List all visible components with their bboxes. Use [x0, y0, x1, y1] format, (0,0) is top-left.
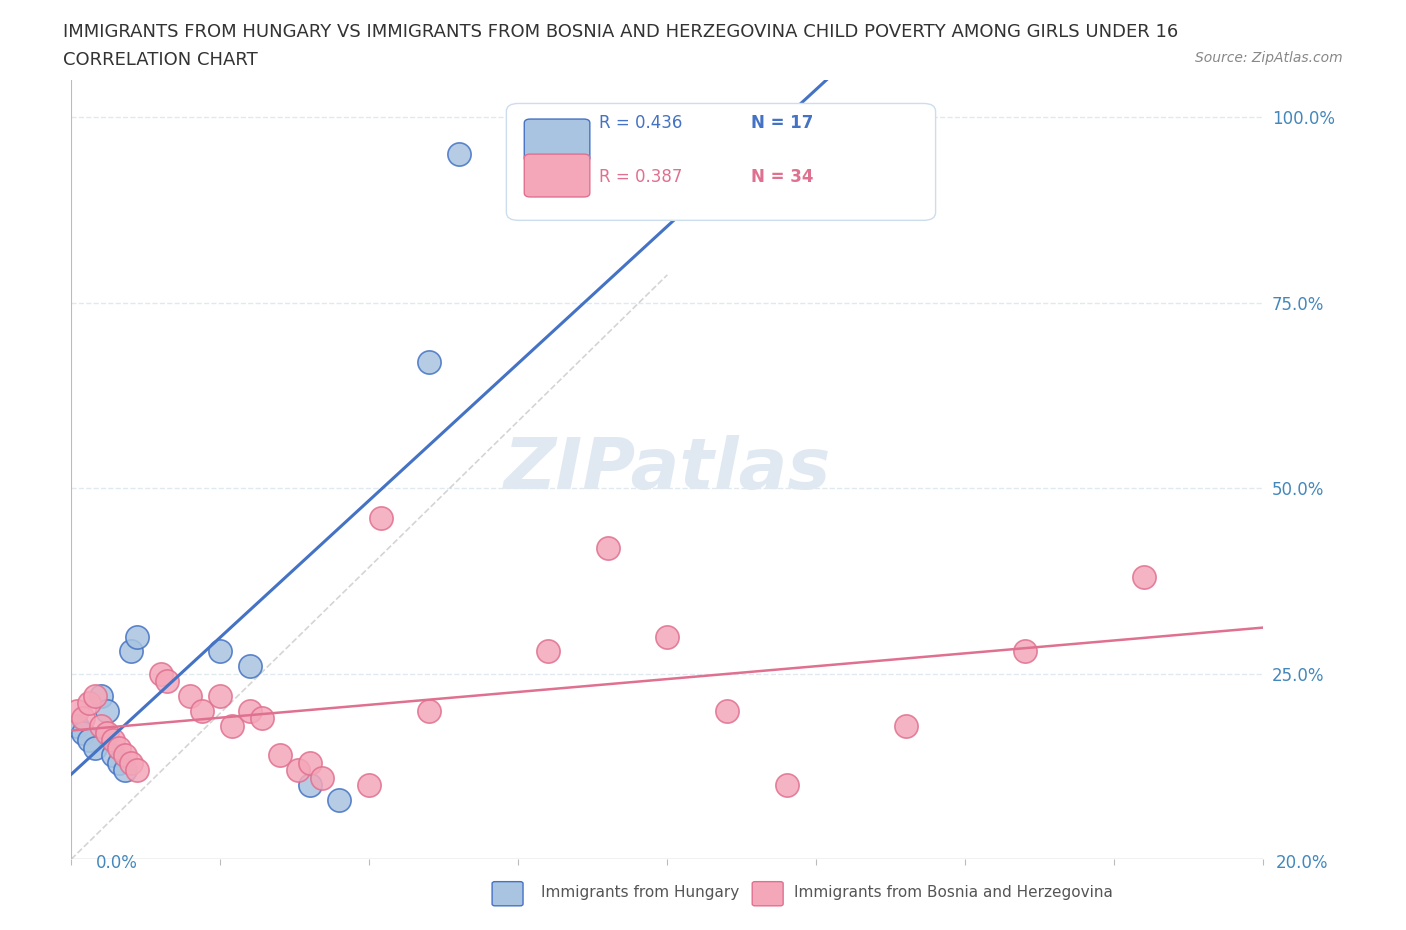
- Point: [894, 718, 917, 733]
- FancyBboxPatch shape: [524, 119, 591, 162]
- Point: [114, 763, 136, 777]
- Text: 20.0%: 20.0%: [1277, 854, 1329, 872]
- Point: [66, 718, 89, 733]
- Point: [537, 644, 560, 658]
- Point: [298, 777, 321, 792]
- Point: [90, 688, 112, 703]
- Text: ZIPatlas: ZIPatlas: [503, 435, 831, 504]
- Point: [101, 748, 124, 763]
- Point: [328, 792, 350, 807]
- Point: [775, 777, 797, 792]
- Text: R = 0.387: R = 0.387: [599, 168, 683, 187]
- Point: [101, 733, 124, 748]
- Text: N = 17: N = 17: [751, 114, 813, 132]
- Point: [370, 511, 392, 525]
- Point: [66, 703, 89, 718]
- Point: [596, 540, 619, 555]
- FancyBboxPatch shape: [524, 154, 591, 197]
- Text: CORRELATION CHART: CORRELATION CHART: [63, 51, 259, 69]
- Point: [84, 688, 107, 703]
- Point: [120, 755, 142, 770]
- Point: [84, 740, 107, 755]
- Point: [125, 763, 148, 777]
- Point: [191, 703, 214, 718]
- Point: [179, 688, 201, 703]
- Point: [418, 354, 440, 369]
- Point: [250, 711, 273, 725]
- Point: [114, 748, 136, 763]
- Text: 0.0%: 0.0%: [96, 854, 138, 872]
- Point: [1133, 570, 1156, 585]
- Text: Source: ZipAtlas.com: Source: ZipAtlas.com: [1195, 51, 1343, 65]
- Text: Immigrants from Bosnia and Herzegovina: Immigrants from Bosnia and Herzegovina: [794, 885, 1114, 900]
- Point: [72, 711, 94, 725]
- Point: [269, 748, 291, 763]
- Text: IMMIGRANTS FROM HUNGARY VS IMMIGRANTS FROM BOSNIA AND HERZEGOVINA CHILD POVERTY : IMMIGRANTS FROM HUNGARY VS IMMIGRANTS FR…: [63, 23, 1178, 41]
- Point: [239, 658, 262, 673]
- Point: [108, 755, 131, 770]
- Point: [77, 733, 100, 748]
- Point: [209, 688, 232, 703]
- Point: [221, 718, 243, 733]
- Point: [209, 644, 232, 658]
- Point: [359, 777, 381, 792]
- Point: [298, 755, 321, 770]
- Point: [108, 740, 131, 755]
- Point: [447, 147, 470, 162]
- Point: [149, 666, 172, 681]
- Point: [72, 725, 94, 740]
- Point: [239, 703, 262, 718]
- Point: [657, 630, 679, 644]
- Point: [1014, 644, 1036, 658]
- Point: [125, 630, 148, 644]
- Point: [716, 703, 738, 718]
- Point: [90, 718, 112, 733]
- Point: [311, 770, 333, 785]
- Point: [418, 703, 440, 718]
- Point: [120, 644, 142, 658]
- Point: [156, 673, 179, 688]
- Point: [96, 703, 118, 718]
- Text: R = 0.436: R = 0.436: [599, 114, 683, 132]
- Point: [96, 725, 118, 740]
- Point: [77, 696, 100, 711]
- Text: Immigrants from Hungary: Immigrants from Hungary: [541, 885, 740, 900]
- Point: [287, 763, 309, 777]
- Text: N = 34: N = 34: [751, 168, 813, 187]
- FancyBboxPatch shape: [506, 103, 935, 220]
